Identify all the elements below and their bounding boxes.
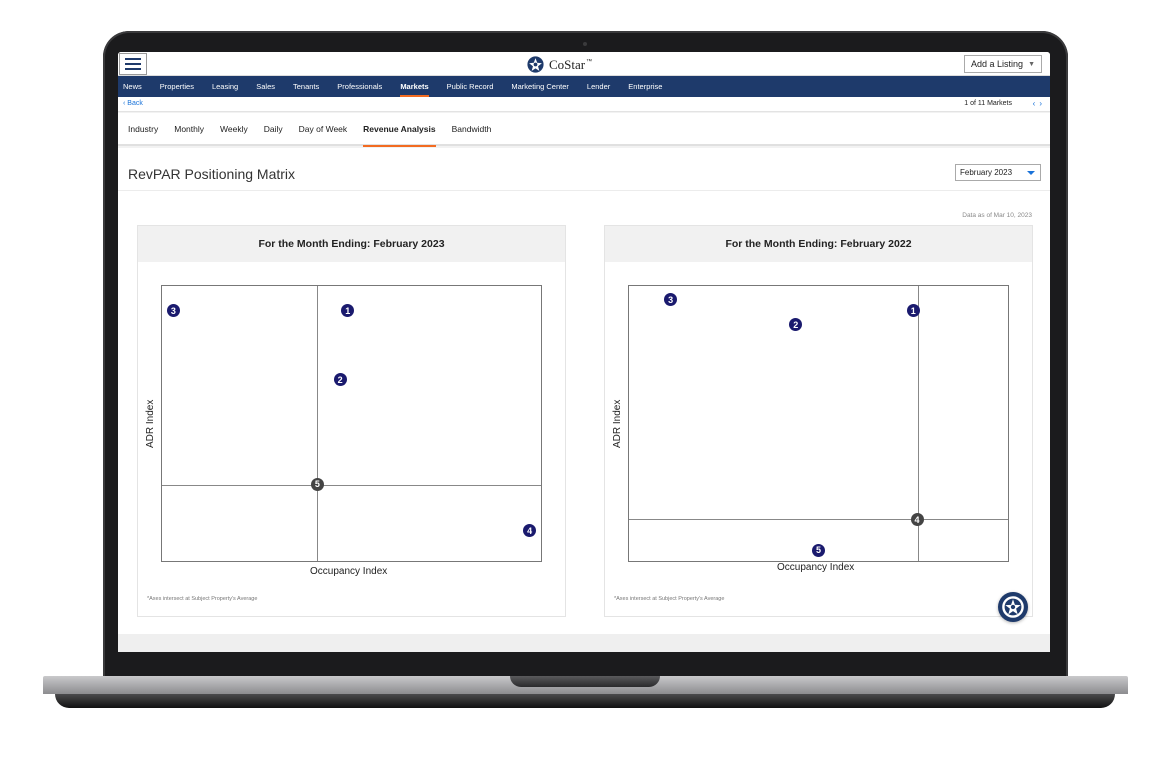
nav-item-enterprise[interactable]: Enterprise <box>628 82 663 91</box>
positioning-matrix-plot: 1 2 3 4 5 <box>628 285 1009 562</box>
add-listing-label: Add a Listing <box>971 59 1024 69</box>
property-marker-5[interactable]: 5 <box>812 543 825 557</box>
chevron-down-icon <box>1027 171 1035 175</box>
matrix-panel-2023: For the Month Ending: February 2023 1 2 3 4… <box>137 225 566 617</box>
occupancy-average-line <box>918 286 919 561</box>
property-marker-4[interactable]: 4 <box>910 513 924 527</box>
divider <box>118 190 1050 191</box>
tab-bandwidth[interactable]: Bandwidth <box>451 123 492 134</box>
nav-item-professionals[interactable]: Professionals <box>337 82 383 91</box>
period-select[interactable]: February 2023 <box>955 164 1041 181</box>
tab-monthly[interactable]: Monthly <box>174 123 205 134</box>
data-as-of: Data as of Mar 10, 2023 <box>962 212 1032 219</box>
main-nav: News Properties Leasing Sales Tenants Pr… <box>118 76 1050 97</box>
footer-strip <box>118 634 1050 652</box>
nav-item-markets[interactable]: Markets <box>400 76 430 97</box>
nav-item-marketing-center[interactable]: Marketing Center <box>511 82 569 91</box>
nav-item-tenants[interactable]: Tenants <box>293 82 320 91</box>
tab-day-of-week[interactable]: Day of Week <box>298 123 348 134</box>
laptop-notch <box>510 676 660 687</box>
logo-trademark: ™ <box>586 58 593 65</box>
sub-bar: ‹ Back 1 of 11 Markets ‹› <box>118 97 1050 112</box>
nav-item-leasing[interactable]: Leasing <box>211 82 239 91</box>
costar-logo[interactable]: CoStar ™ <box>527 56 592 73</box>
property-marker-3[interactable]: 3 <box>166 304 180 318</box>
positioning-matrix-plot: 1 2 3 4 5 <box>161 285 542 562</box>
market-pager-label: 1 of 11 Markets <box>964 100 1012 107</box>
screen: CoStar ™ Add a Listing ▼ News Properties… <box>118 52 1050 652</box>
pager-arrows: ‹› <box>1033 99 1046 108</box>
laptop-base-shadow <box>55 694 1115 708</box>
back-link[interactable]: ‹ Back <box>123 100 143 107</box>
costar-logo-icon <box>527 56 544 73</box>
panel-title: For the Month Ending: February 2022 <box>605 226 1032 262</box>
report-tabs: Industry Monthly Weekly Daily Day of Wee… <box>118 112 1050 147</box>
property-marker-3[interactable]: 3 <box>664 293 678 307</box>
x-axis-label: Occupancy Index <box>310 566 388 577</box>
property-marker-4[interactable]: 4 <box>523 524 537 538</box>
chevron-down-icon: ▼ <box>1028 60 1035 68</box>
nav-item-properties[interactable]: Properties <box>159 82 194 91</box>
period-select-value: February 2023 <box>960 168 1013 177</box>
logo-text: CoStar <box>549 56 586 72</box>
panel-title: For the Month Ending: February 2023 <box>138 226 565 262</box>
matrix-panel-2022: For the Month Ending: February 2022 1 2 3 4… <box>604 225 1033 617</box>
nav-item-news[interactable]: News <box>123 82 142 91</box>
next-market-icon[interactable]: › <box>1039 99 1046 108</box>
tab-weekly[interactable]: Weekly <box>220 123 248 134</box>
property-marker-2[interactable]: 2 <box>333 373 347 386</box>
costar-help-icon <box>1002 596 1024 618</box>
top-bar: CoStar ™ Add a Listing ▼ <box>118 52 1050 76</box>
camera <box>583 42 587 46</box>
back-label: Back <box>127 100 143 107</box>
x-axis-label: Occupancy Index <box>777 562 855 573</box>
occupancy-average-line <box>317 286 318 561</box>
y-axis-label: ADR Index <box>612 399 623 448</box>
page-title: RevPAR Positioning Matrix <box>128 166 296 182</box>
property-marker-1[interactable]: 1 <box>341 304 355 318</box>
tab-daily[interactable]: Daily <box>263 123 283 134</box>
add-listing-button[interactable]: Add a Listing ▼ <box>964 55 1042 73</box>
nav-item-sales[interactable]: Sales <box>256 82 275 91</box>
footnote: *Axes intersect at Subject Property's Av… <box>147 596 258 602</box>
tab-revenue-analysis[interactable]: Revenue Analysis <box>363 112 437 147</box>
previous-market-icon[interactable]: ‹ <box>1032 99 1040 108</box>
property-marker-1[interactable]: 1 <box>906 304 920 318</box>
help-assistant-button[interactable] <box>998 592 1028 622</box>
tab-industry[interactable]: Industry <box>128 123 159 134</box>
menu-icon[interactable] <box>119 53 147 75</box>
adr-average-line <box>629 519 1008 520</box>
adr-average-line <box>162 485 541 486</box>
nav-item-lender[interactable]: Lender <box>586 82 611 91</box>
chevron-left-icon: ‹ <box>123 100 128 107</box>
content-area: RevPAR Positioning Matrix February 2023 … <box>118 148 1050 634</box>
y-axis-label: ADR Index <box>145 399 156 448</box>
footnote: *Axes intersect at Subject Property's Av… <box>614 596 725 602</box>
property-marker-2[interactable]: 2 <box>789 318 803 331</box>
property-marker-5[interactable]: 5 <box>310 477 324 491</box>
nav-item-public-record[interactable]: Public Record <box>446 82 494 91</box>
